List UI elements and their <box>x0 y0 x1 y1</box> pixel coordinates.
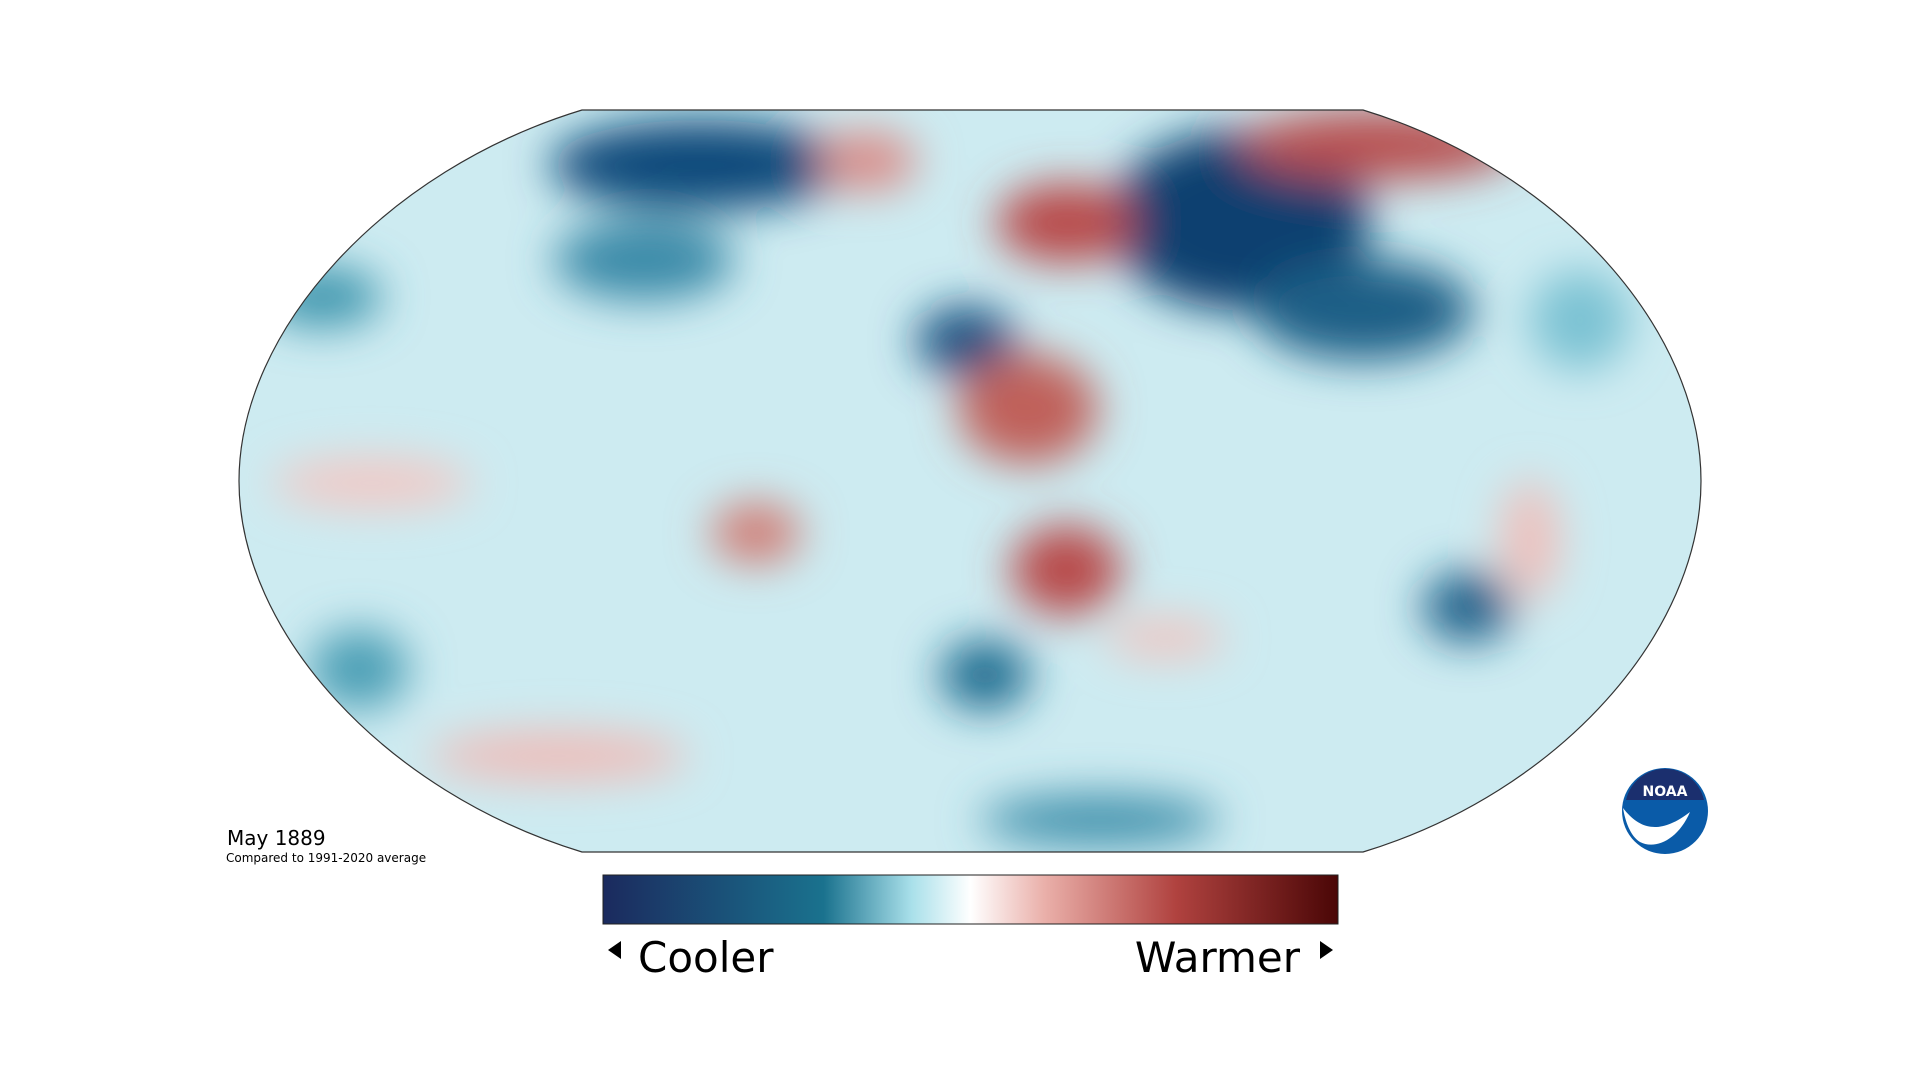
legend-low-label: Cooler <box>638 933 774 982</box>
arrow-right <box>1320 941 1333 959</box>
anomaly-region <box>272 458 472 508</box>
color-bar <box>602 874 1339 925</box>
anomaly-region <box>1240 110 1520 180</box>
anomaly-region <box>1500 480 1560 600</box>
logo-top <box>1626 768 1704 800</box>
legend-high-label: Warmer <box>1135 933 1301 982</box>
anomaly-region <box>1253 260 1473 360</box>
anomaly-region <box>554 220 734 300</box>
anomaly-region <box>1011 525 1121 615</box>
anomaly-region <box>428 731 688 781</box>
anomaly-region <box>262 267 382 327</box>
map-border <box>238 109 1702 853</box>
anomaly-region <box>940 640 1030 710</box>
anomaly-region <box>309 629 409 709</box>
anomaly-region <box>817 131 917 191</box>
logo-text: NOAA <box>1643 784 1688 800</box>
map-background <box>239 110 1701 852</box>
map-title: May 1889 <box>227 826 326 850</box>
map-subtitle: Compared to 1991-2020 average <box>226 851 426 865</box>
anomaly-region <box>1530 270 1630 370</box>
anomaly-region <box>1110 130 1370 310</box>
anomaly-region <box>958 354 1098 464</box>
anomaly-region <box>996 183 1136 263</box>
anomaly-region <box>916 306 1016 376</box>
anomaly-region <box>1423 572 1513 642</box>
anomaly-region <box>550 120 850 210</box>
noaa-logo: NOAA <box>1622 768 1708 854</box>
anomaly-region <box>711 503 801 563</box>
logo-bird <box>1623 808 1690 845</box>
anomaly-map <box>239 110 1701 852</box>
arrow-left <box>608 941 621 959</box>
anomaly-region <box>1105 618 1225 658</box>
anomaly-region <box>980 795 1220 845</box>
